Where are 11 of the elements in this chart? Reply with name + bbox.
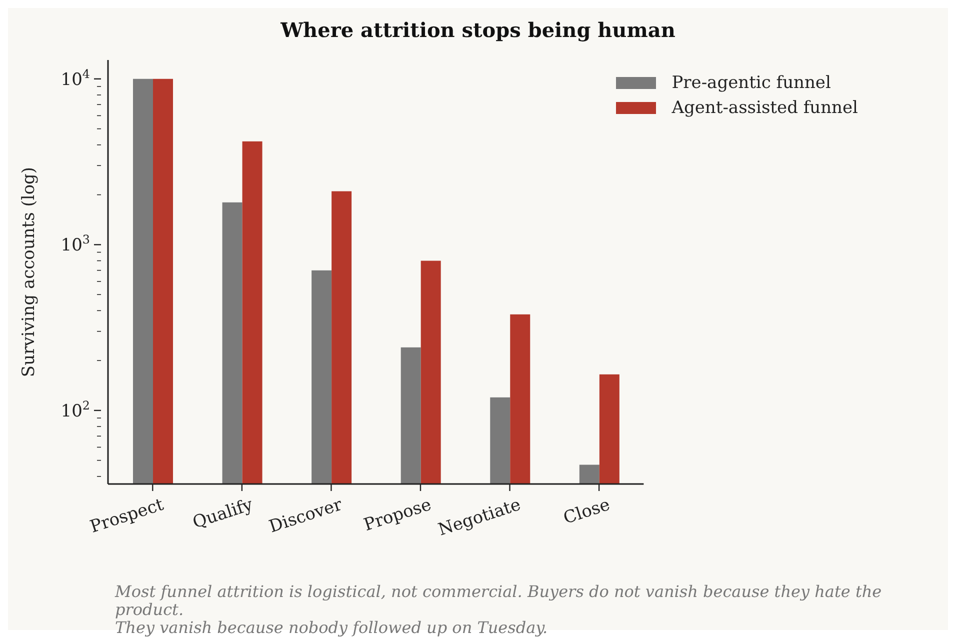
text: Most funnel attrition is logistical, not commercial. Buyers do not vanish because they hate the product. [115,582,883,619]
y-tick-label: 10$^{4}$ [60,66,90,90]
x-tick-label: Qualify [190,494,256,534]
y-tick-label: 10$^{2}$ [60,398,90,422]
x-tick-label: Close [561,494,612,529]
chart-title: Where attrition stops being human [280,18,676,42]
text: They vanish because nobody followed up on Tuesday. [115,618,549,637]
y-tick-label: 10$^{3}$ [60,232,90,256]
legend-label: Pre-agentic funnel [672,72,831,92]
legend-label: Agent-assisted funnel [672,98,858,118]
y-axis-title: Surviving accounts (log) [19,166,40,378]
